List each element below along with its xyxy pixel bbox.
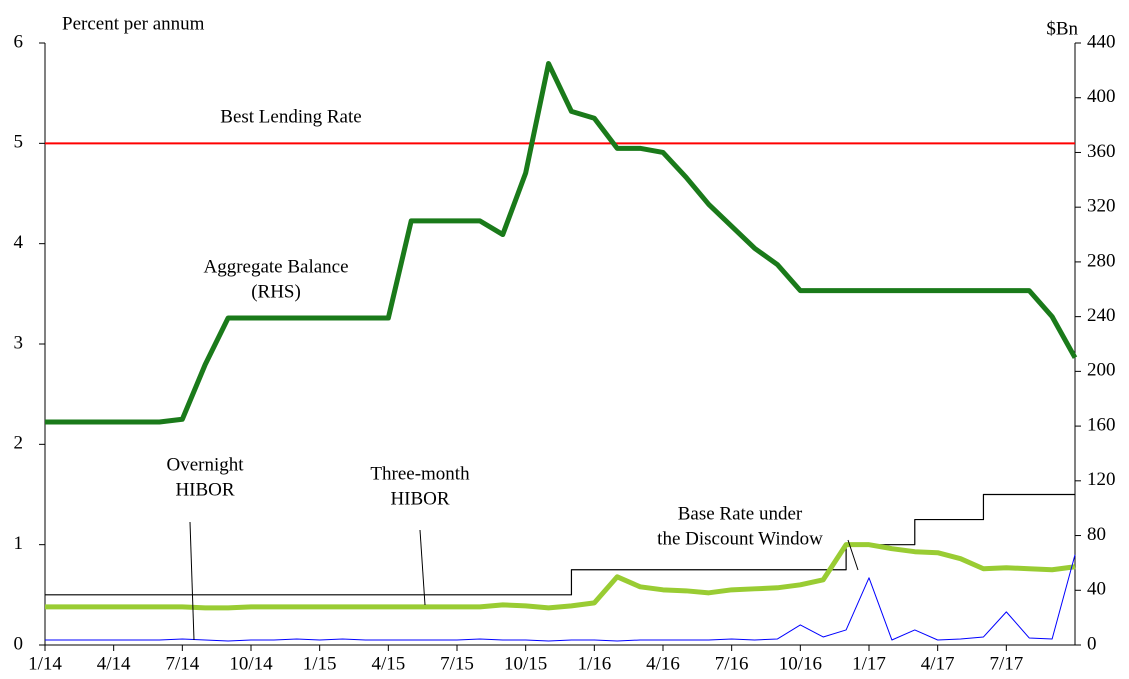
y2-tick-label: 120 — [1087, 469, 1116, 490]
y2-tick-label: 160 — [1087, 414, 1116, 435]
y-tick-label: 0 — [14, 633, 24, 654]
y2-axis-label: $Bn — [1046, 18, 1078, 39]
x-tick-label: 4/17 — [921, 653, 955, 674]
annotation: Three-month — [370, 463, 470, 484]
y2-tick-label: 320 — [1087, 196, 1116, 217]
y-tick-label: 4 — [14, 232, 24, 253]
y2-tick-label: 40 — [1087, 579, 1106, 600]
x-tick-label: 1/15 — [303, 653, 337, 674]
x-tick-label: 7/17 — [989, 653, 1023, 674]
annotation: HIBOR — [390, 488, 449, 509]
y-tick-label: 2 — [14, 433, 24, 454]
y2-tick-label: 0 — [1087, 633, 1097, 654]
x-tick-label: 1/17 — [852, 653, 886, 674]
series-line — [45, 554, 1076, 642]
annotation: (RHS) — [251, 281, 301, 302]
y2-tick-label: 240 — [1087, 305, 1116, 326]
x-tick-label: 1/14 — [28, 653, 62, 674]
x-tick-label: 10/14 — [229, 653, 273, 674]
x-tick-label: 7/14 — [165, 653, 199, 674]
y2-tick-label: 200 — [1087, 360, 1116, 381]
y-axis-label: Percent per annum — [62, 13, 205, 34]
x-tick-label: 4/15 — [371, 653, 405, 674]
y2-tick-label: 80 — [1087, 524, 1106, 545]
y2-tick-label: 360 — [1087, 141, 1116, 162]
y2-tick-label: 400 — [1087, 86, 1116, 107]
series-line — [45, 493, 1075, 596]
x-tick-label: 7/15 — [440, 653, 474, 674]
annotation: Overnight — [166, 454, 244, 475]
annotation: Base Rate under — [678, 503, 803, 524]
series-line — [45, 61, 1078, 425]
x-tick-label: 1/16 — [577, 653, 611, 674]
annotation: HIBOR — [175, 479, 234, 500]
x-tick-label: 4/14 — [97, 653, 131, 674]
x-tick-label: 4/16 — [646, 653, 680, 674]
annotation-leader — [847, 539, 859, 571]
y-tick-label: 3 — [14, 332, 24, 353]
y-tick-label: 1 — [14, 533, 24, 554]
annotation-leader — [189, 521, 195, 641]
x-tick-label: 10/15 — [504, 653, 547, 674]
annotation: the Discount Window — [657, 528, 823, 549]
y-tick-label: 6 — [14, 31, 24, 52]
x-tick-label: 7/16 — [715, 653, 749, 674]
y2-tick-label: 440 — [1087, 31, 1116, 52]
series-line — [45, 542, 1076, 611]
annotation-leader — [419, 529, 426, 606]
y2-tick-label: 280 — [1087, 250, 1116, 271]
annotation: Aggregate Balance — [203, 256, 348, 277]
annotation: Best Lending Rate — [220, 106, 361, 127]
y-tick-label: 5 — [14, 132, 24, 153]
x-tick-label: 10/16 — [779, 653, 822, 674]
